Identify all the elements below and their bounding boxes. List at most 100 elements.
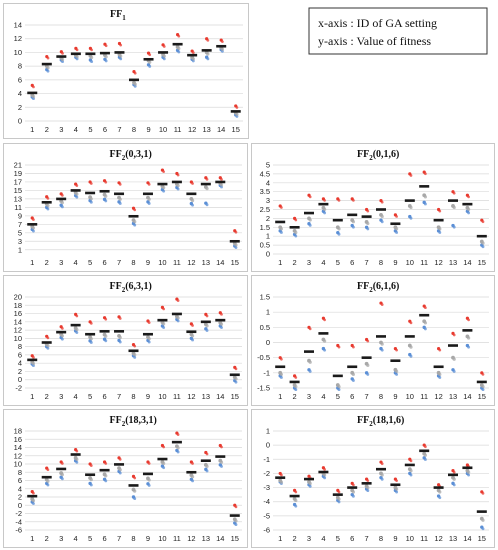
- x-tick-label: 13: [449, 258, 457, 267]
- point-max: [308, 327, 312, 331]
- point-low: [337, 232, 341, 236]
- point-low: [148, 64, 152, 68]
- mean-marker: [462, 202, 473, 206]
- y-tick-label: -1.5: [257, 384, 270, 393]
- point-mid: [104, 55, 108, 59]
- point-max: [294, 218, 298, 222]
- point-low: [279, 231, 283, 234]
- point-low: [366, 227, 370, 231]
- y-tick-label: 19: [14, 169, 22, 178]
- mean-marker: [128, 214, 139, 218]
- point-mid: [133, 353, 137, 357]
- point-max: [75, 314, 79, 318]
- x-tick-label: 10: [158, 534, 166, 543]
- point-max: [452, 333, 456, 337]
- point-mid: [60, 473, 64, 477]
- legend-note-line2: y-axis : Value of fitness: [318, 34, 431, 48]
- point-low: [104, 339, 108, 343]
- point-max: [337, 490, 341, 494]
- mean-marker: [390, 483, 401, 487]
- mean-marker: [289, 494, 300, 498]
- panel-frame: [251, 143, 495, 272]
- x-tick-label: 9: [393, 392, 397, 401]
- point-mid: [423, 453, 428, 457]
- point-low: [75, 331, 79, 334]
- point-low: [323, 348, 327, 352]
- x-tick-label: 11: [420, 392, 428, 401]
- point-low: [206, 57, 210, 61]
- x-tick-label: 2: [45, 258, 49, 267]
- y-tick-label: 1.5: [260, 223, 270, 232]
- point-max: [467, 318, 470, 322]
- x-tick-label: 15: [232, 125, 240, 134]
- x-tick-label: 11: [420, 534, 428, 543]
- x-tick-label: 14: [216, 534, 224, 543]
- point-low: [162, 57, 166, 61]
- point-max: [220, 312, 223, 316]
- point-mid: [380, 214, 384, 219]
- x-tick-label: 3: [59, 392, 63, 401]
- point-mid: [466, 336, 471, 340]
- point-max: [294, 490, 298, 494]
- x-tick-label: 9: [393, 258, 397, 267]
- point-mid: [31, 226, 36, 230]
- point-low: [89, 483, 93, 487]
- x-tick-label: 13: [449, 534, 457, 543]
- point-mid: [351, 490, 356, 494]
- point-low: [162, 326, 166, 329]
- x-tick-label: 1: [30, 258, 34, 267]
- y-tick-label: 13: [14, 194, 22, 203]
- point-mid: [133, 489, 137, 493]
- mean-marker: [157, 318, 168, 322]
- mean-marker: [289, 380, 300, 384]
- x-tick-label: 6: [102, 392, 106, 401]
- y-tick-label: 10: [14, 48, 22, 57]
- point-max: [32, 85, 35, 89]
- x-tick-label: 13: [202, 258, 210, 267]
- point-max: [366, 339, 370, 343]
- point-max: [118, 458, 122, 461]
- mean-marker: [27, 358, 38, 362]
- point-mid: [308, 481, 312, 486]
- point-mid: [162, 461, 166, 466]
- point-max: [294, 376, 298, 379]
- point-low: [90, 60, 94, 64]
- x-tick-label: 8: [131, 534, 135, 543]
- x-tick-label: 7: [117, 392, 121, 401]
- x-tick-label: 4: [321, 534, 325, 543]
- point-mid: [279, 227, 284, 231]
- point-low: [60, 337, 64, 341]
- point-low: [351, 379, 355, 382]
- mean-marker: [376, 335, 386, 338]
- mean-marker: [27, 494, 38, 498]
- point-low: [481, 388, 485, 392]
- mean-marker: [476, 380, 487, 384]
- point-max: [191, 324, 194, 327]
- point-max: [133, 344, 137, 348]
- point-max: [46, 468, 50, 472]
- point-mid: [190, 475, 195, 479]
- point-low: [191, 338, 195, 342]
- point-max: [205, 452, 209, 456]
- point-low: [133, 497, 137, 501]
- point-max: [147, 321, 151, 324]
- x-tick-label: 13: [449, 392, 457, 401]
- mean-marker: [41, 62, 52, 66]
- point-mid: [176, 446, 180, 450]
- point-max: [280, 473, 283, 477]
- x-tick-label: 8: [131, 392, 135, 401]
- x-tick-label: 13: [202, 125, 210, 134]
- point-low: [89, 341, 93, 344]
- x-tick-label: 7: [117, 534, 121, 543]
- x-tick-label: 3: [59, 125, 63, 134]
- point-max: [191, 182, 194, 185]
- x-tick-label: 10: [158, 392, 166, 401]
- point-mid: [423, 321, 428, 325]
- panel-title-sub: 2: [369, 286, 373, 294]
- panel-frame: [3, 275, 248, 406]
- mean-marker: [70, 453, 81, 456]
- panel-title-main: FF: [110, 415, 122, 426]
- point-max: [176, 173, 180, 177]
